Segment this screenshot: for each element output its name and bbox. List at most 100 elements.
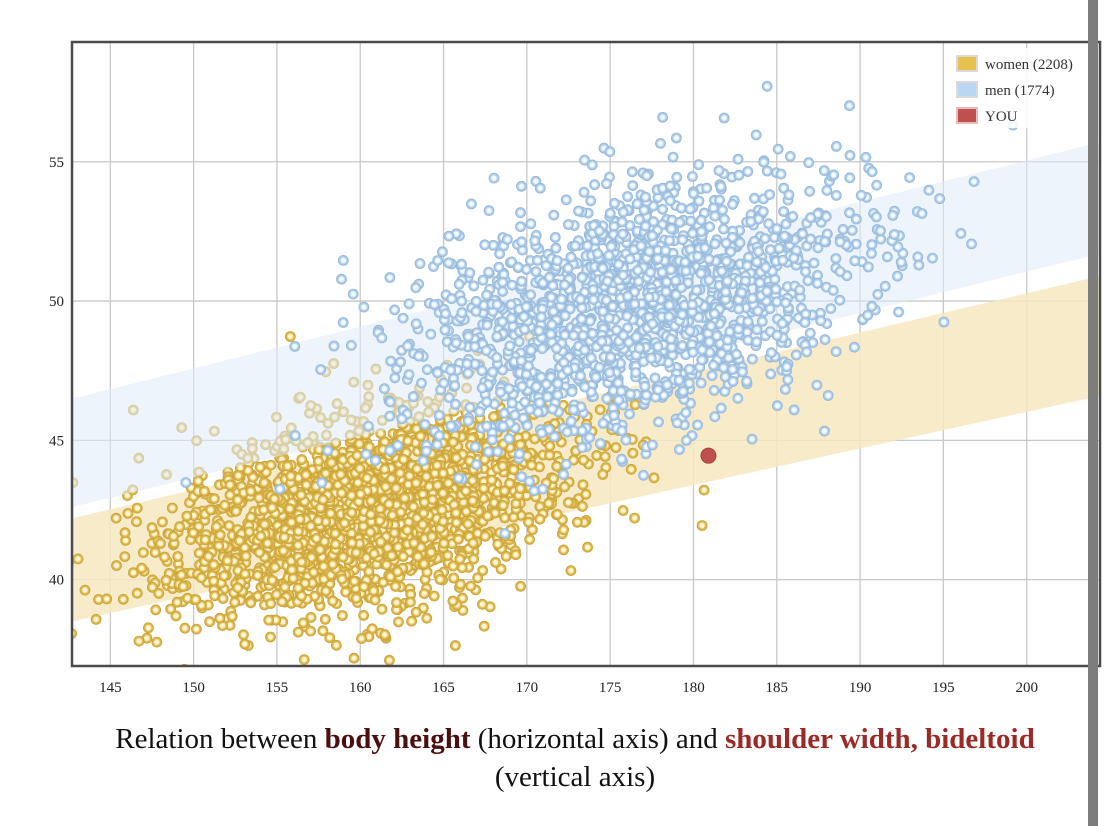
men-data-point [923, 184, 935, 196]
women-data-point [312, 515, 324, 527]
window-edge-scrollbar[interactable] [1088, 0, 1098, 826]
women-data-point [479, 530, 491, 542]
women-data-point [426, 531, 438, 542]
men-data-point [830, 346, 842, 358]
men-data-point [760, 261, 772, 273]
men-data-point [676, 309, 688, 321]
women-data-point [79, 584, 91, 596]
men-data-point [802, 275, 814, 287]
men-data-point [849, 341, 860, 353]
men-data-point [733, 303, 745, 315]
men-data-point [464, 267, 476, 279]
men-data-point [761, 80, 773, 92]
women-data-point [346, 507, 358, 518]
women-data-point [504, 478, 516, 489]
men-data-point [640, 191, 651, 203]
women-data-point [352, 477, 364, 489]
women-data-point [391, 597, 402, 608]
women-data-point [407, 501, 419, 513]
women-data-point [305, 625, 317, 637]
men-data-point [751, 336, 762, 348]
women-data-point [286, 564, 298, 576]
men-data-point [663, 311, 675, 323]
men-data-point [558, 469, 569, 480]
women-data-point [544, 449, 555, 461]
men-data-point [618, 329, 629, 341]
women-data-point [254, 547, 265, 558]
men-data-point [875, 225, 886, 237]
men-data-point [626, 166, 638, 178]
women-data-point [514, 483, 526, 494]
men-data-point [384, 445, 396, 456]
men-data-point [629, 298, 641, 310]
men-data-point [476, 382, 488, 394]
x-tick-label: 190 [849, 680, 872, 696]
men-data-point [718, 112, 730, 124]
men-data-point [579, 381, 591, 393]
men-data-point [464, 401, 476, 413]
men-data-point [664, 299, 675, 311]
women-data-point [131, 587, 143, 599]
women-data-point [348, 652, 360, 664]
women-data-point [226, 611, 238, 622]
women-data-point [265, 598, 277, 609]
men-data-point [855, 189, 867, 201]
x-tick-label: 150 [182, 680, 205, 696]
men-data-point [470, 295, 482, 307]
women-data-point [150, 604, 162, 616]
men-data-point [777, 254, 789, 266]
men-data-point [549, 231, 561, 243]
men-data-point [560, 194, 572, 206]
men-data-point [888, 229, 900, 240]
women-data-point [155, 538, 166, 549]
y-tick-label: 50 [49, 294, 64, 310]
legend-item-you[interactable]: YOU [956, 107, 1018, 125]
women-data-point [300, 469, 312, 481]
men-data-point [395, 356, 407, 368]
men-data-point [844, 149, 856, 161]
men-data-point [559, 310, 571, 322]
women-data-point [199, 534, 211, 546]
women-data-point [317, 494, 329, 506]
women-data-point [508, 464, 520, 476]
women-data-point [385, 473, 397, 485]
women-data-point [119, 527, 131, 539]
men-data-point [536, 427, 548, 439]
men-data-point [825, 303, 837, 315]
legend-item-men[interactable]: men (1774) [956, 81, 1055, 99]
men-data-point [587, 328, 598, 340]
men-data-point [547, 403, 558, 415]
women-data-point [406, 615, 418, 627]
women-data-point [354, 462, 366, 474]
men-data-point [552, 389, 564, 401]
men-data-point [639, 380, 651, 392]
men-data-point [481, 420, 493, 432]
women-data-point [410, 477, 422, 489]
men-data-point [844, 100, 855, 112]
women-data-point [478, 482, 490, 494]
men-data-point [604, 367, 615, 379]
y-axis-ticks: 40 45 50 55 [49, 155, 64, 589]
men-data-point [758, 156, 770, 168]
men-data-point [456, 307, 468, 319]
women-data-point [454, 553, 466, 565]
men-data-point [709, 210, 721, 222]
women-data-point [279, 581, 291, 593]
women-data-point [390, 482, 402, 494]
x-tick-label: 165 [432, 680, 455, 696]
men-data-point [684, 325, 696, 337]
men-data-point [804, 327, 816, 339]
men-data-point [750, 129, 762, 141]
men-data-point [713, 165, 725, 176]
men-data-point [525, 218, 537, 230]
legend-item-women[interactable]: women (2208) [956, 55, 1073, 73]
men-data-point [576, 313, 587, 325]
you-point[interactable] [700, 447, 717, 464]
women-data-point [421, 612, 433, 624]
women-data-point [314, 544, 326, 555]
men-data-point [397, 312, 409, 324]
men-data-point [446, 293, 458, 305]
women-data-point [312, 455, 324, 467]
women-data-point [332, 671, 342, 681]
men-data-point [289, 430, 301, 441]
